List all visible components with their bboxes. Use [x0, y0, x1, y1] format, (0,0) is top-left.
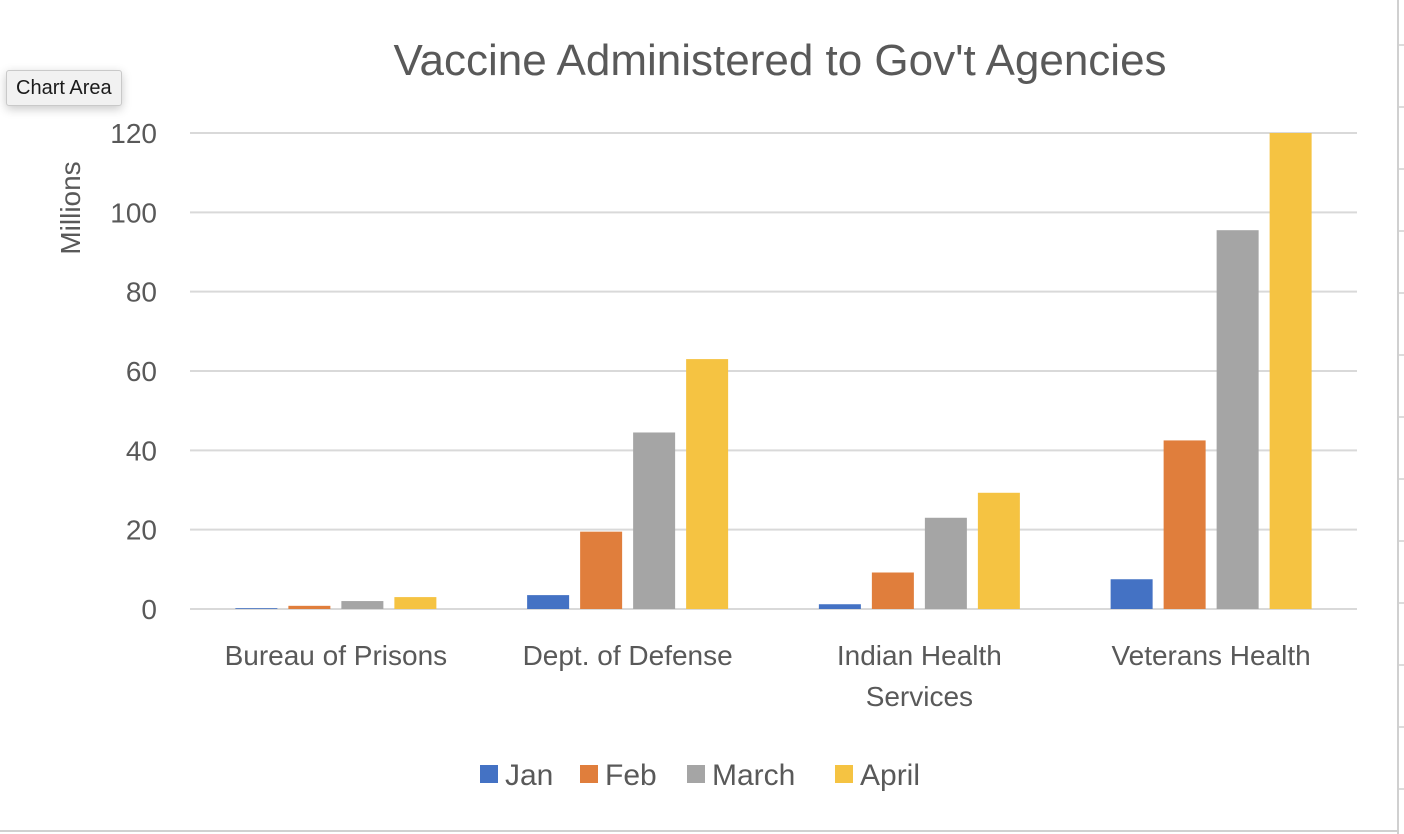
legend-label: April [860, 759, 920, 792]
x-category-label: Bureau of Prisons [225, 640, 448, 671]
chart-area-tooltip: Chart Area [6, 70, 122, 106]
bar-april-2[interactable] [977, 492, 1020, 609]
legend-item-march[interactable]: March [687, 759, 795, 792]
bar-march-2[interactable] [924, 517, 967, 609]
legend-swatch [687, 765, 705, 783]
bar-feb-0[interactable] [288, 605, 331, 609]
bar-feb-3[interactable] [1163, 440, 1206, 609]
y-tick-label: 80 [126, 277, 157, 308]
bar-feb-1[interactable] [580, 531, 623, 609]
legend-item-april[interactable]: April [835, 759, 920, 792]
y-tick-label: 60 [126, 356, 157, 387]
legend-label: Feb [605, 759, 657, 792]
legend-swatch [480, 765, 498, 783]
plot-area[interactable] [235, 133, 1312, 609]
gridlines[interactable] [190, 132, 1357, 610]
x-category-label: Indian Health Services [837, 640, 1002, 712]
chart-title[interactable]: Vaccine Administered to Gov't Agencies [393, 36, 1166, 85]
bar-jan-2[interactable] [818, 604, 861, 609]
bar-march-0[interactable] [341, 601, 384, 609]
legend-item-jan[interactable]: Jan [480, 759, 553, 792]
bar-jan-0[interactable] [235, 608, 278, 609]
y-tick-label: 20 [126, 515, 157, 546]
x-axis-category-labels[interactable]: Bureau of Prisons Dept. of Defense Indian … [225, 640, 1311, 712]
x-category-label: Dept. of Defense [523, 640, 733, 671]
y-tick-label: 0 [141, 594, 157, 625]
bar-jan-1[interactable] [527, 595, 570, 609]
legend[interactable]: Jan Feb March April [480, 759, 920, 792]
bar-march-3[interactable] [1216, 230, 1259, 609]
y-axis-tick-labels[interactable]: 0 20 40 60 80 100 120 [110, 118, 157, 625]
y-axis-title[interactable]: Millions [55, 161, 86, 254]
legend-item-feb[interactable]: Feb [580, 759, 657, 792]
y-tick-label: 100 [110, 197, 157, 228]
legend-swatch [835, 765, 853, 783]
y-tick-label: 40 [126, 435, 157, 466]
bar-april-1[interactable] [686, 359, 729, 609]
bar-feb-2[interactable] [871, 572, 914, 609]
bar-march-1[interactable] [633, 432, 676, 609]
legend-swatch [580, 765, 598, 783]
legend-label: March [712, 759, 795, 792]
bar-april-0[interactable] [394, 597, 437, 609]
bar-jan-3[interactable] [1110, 579, 1153, 609]
x-category-label: Veterans Health [1112, 640, 1311, 671]
bar-april-3[interactable] [1269, 133, 1312, 609]
y-tick-label: 120 [110, 118, 157, 149]
legend-label: Jan [505, 759, 553, 792]
